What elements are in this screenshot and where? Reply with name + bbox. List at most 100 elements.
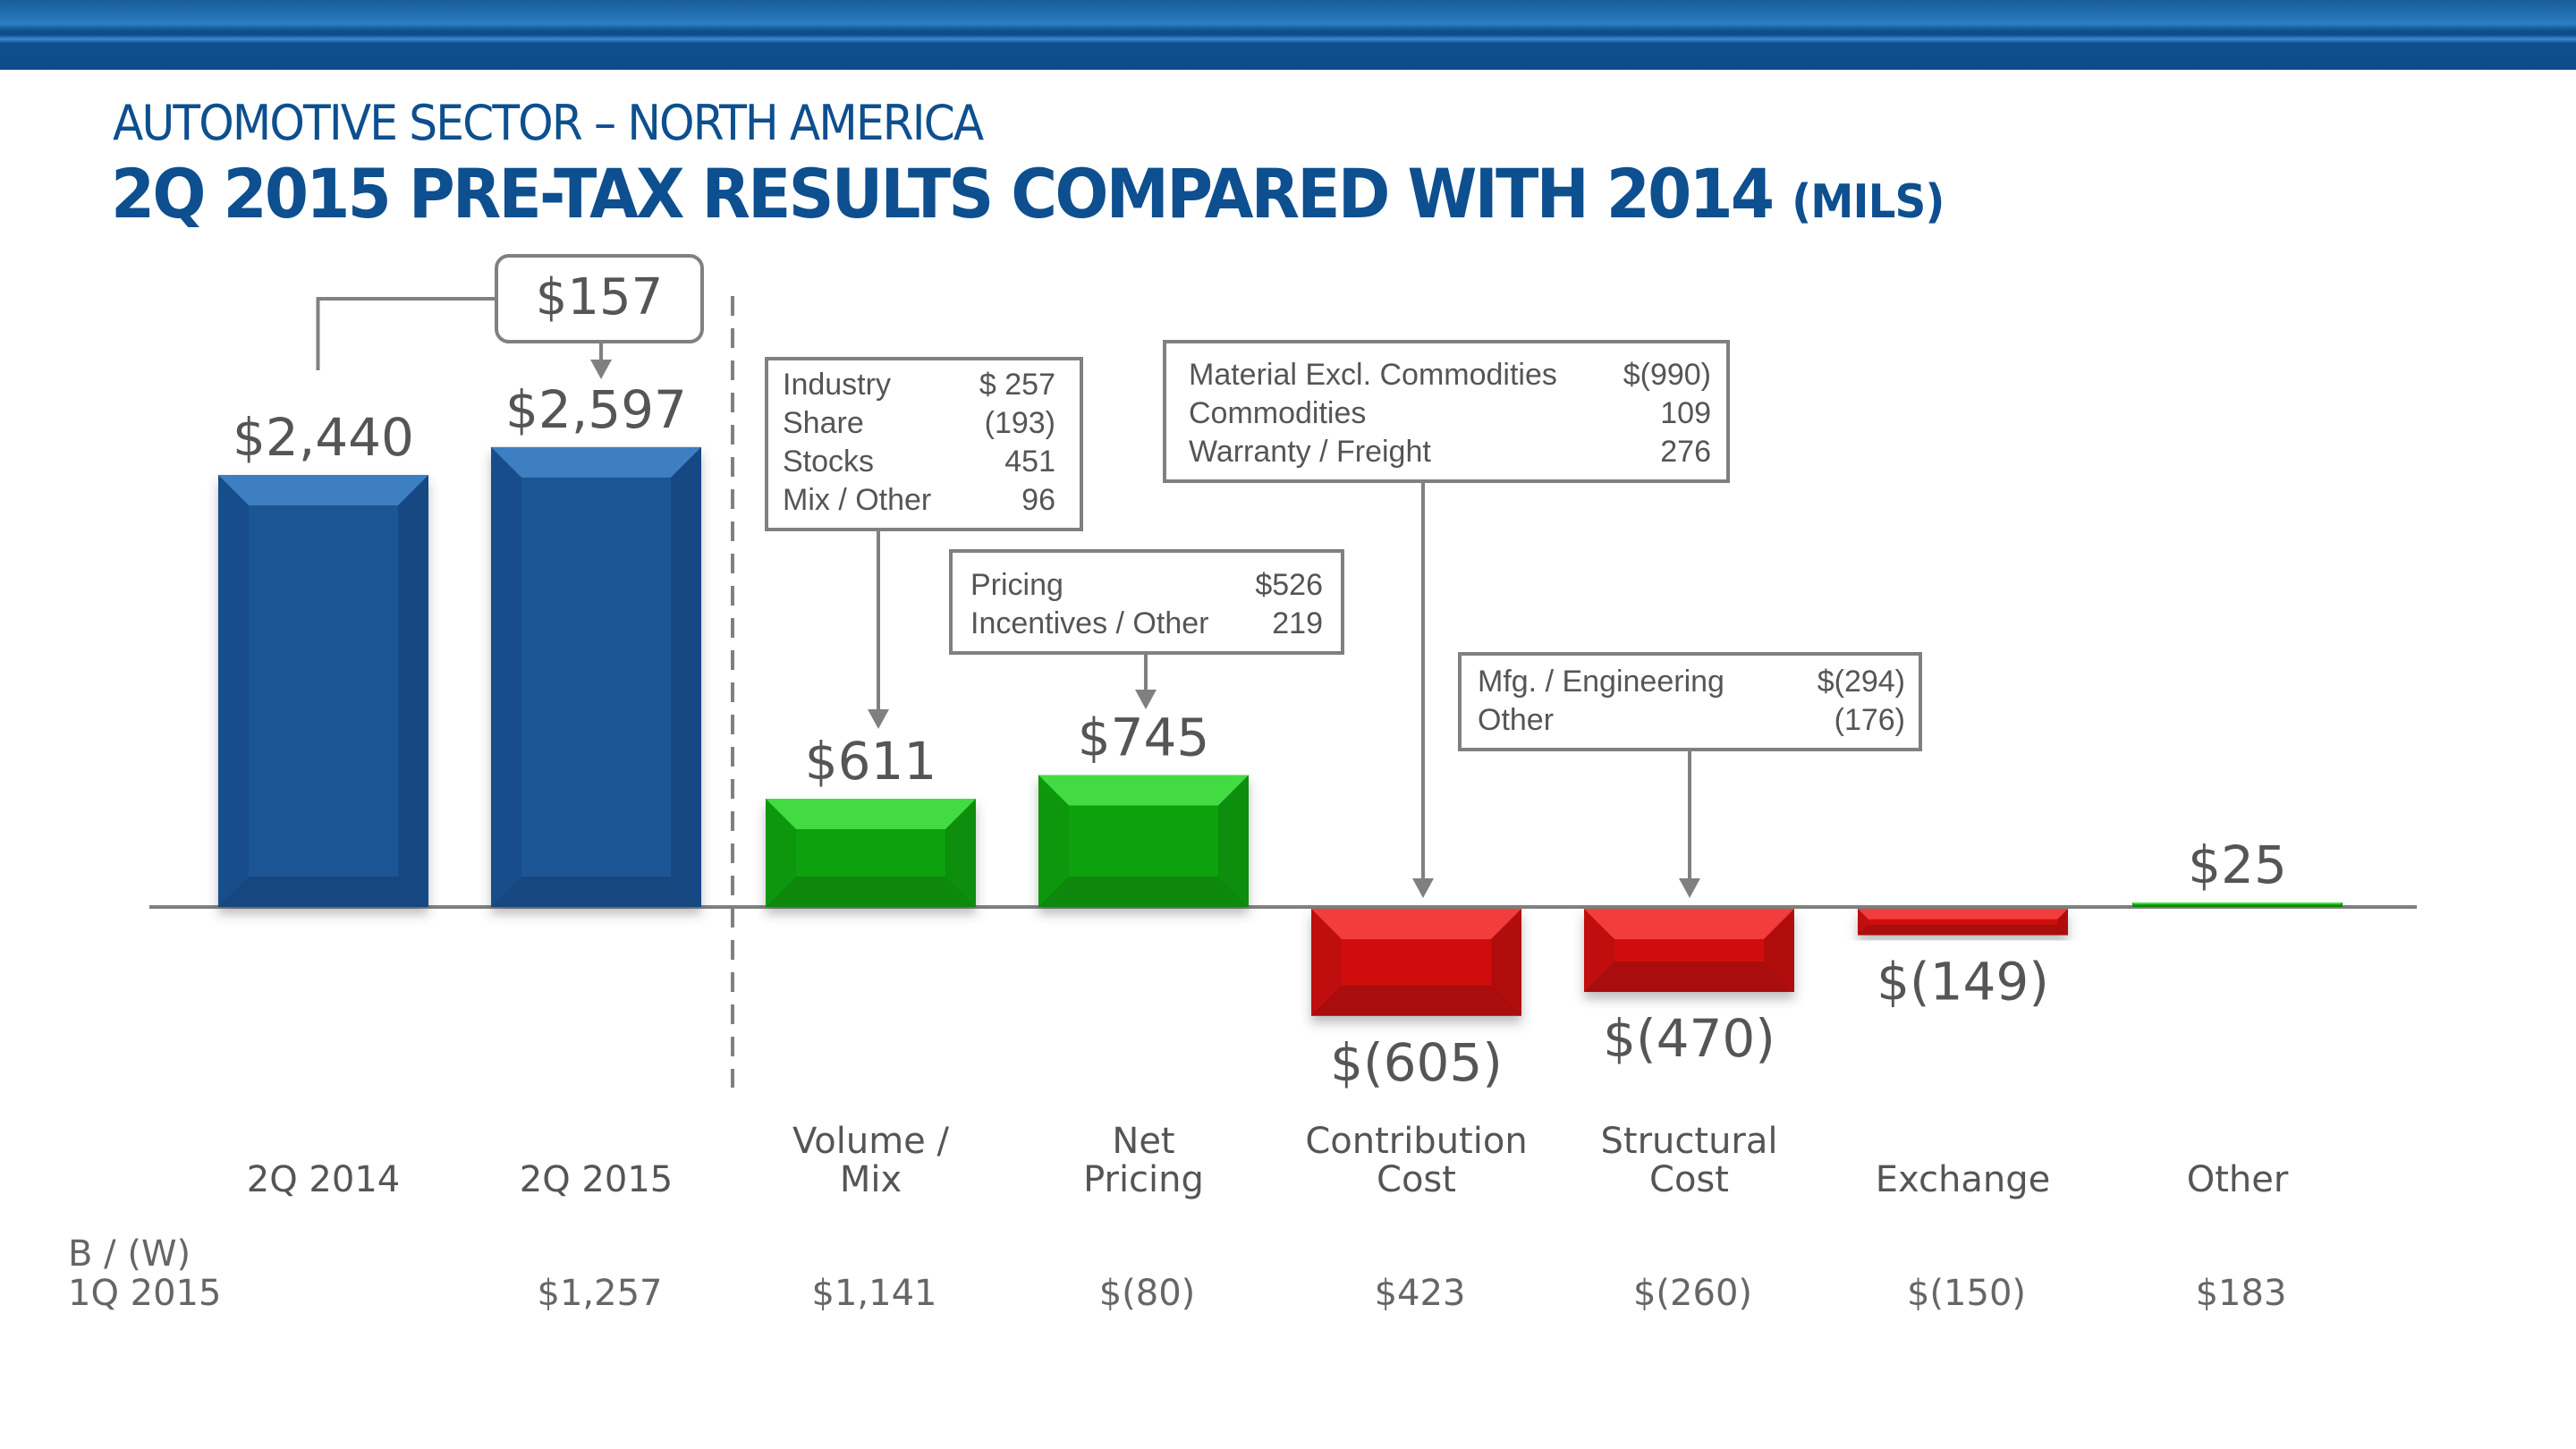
detail-box-structural-cost-row-label: Mfg. / Engineering bbox=[1478, 665, 1724, 699]
bar-other-bevel-right bbox=[2341, 902, 2343, 907]
detail-box-structural-cost: Mfg. / Engineering $(294) Other (176) bbox=[1458, 652, 1922, 898]
bar-2q-2015-bevel-left bbox=[491, 446, 521, 907]
delta-connector-line bbox=[316, 297, 496, 370]
category-label-contribution-cost-line-1: Contribution bbox=[1305, 1121, 1527, 1162]
detail-box-volume-mix-row-label: Mix / Other bbox=[783, 483, 931, 517]
bar-volume-mix-bevel-left bbox=[766, 799, 796, 907]
value-label-net-pricing: $745 bbox=[1078, 708, 1210, 768]
value-label-volume-mix: $611 bbox=[805, 731, 937, 792]
bar-other-bevel-left bbox=[2132, 902, 2134, 907]
category-label-structural-cost-line-2: Cost bbox=[1649, 1159, 1729, 1200]
category-label-exchange: Exchange bbox=[1876, 1159, 2050, 1200]
detail-box-structural-cost-frame bbox=[1458, 652, 1922, 751]
bar-2q-2015-bevel-top bbox=[491, 446, 701, 478]
bar-2q-2014-bevel-bottom bbox=[218, 877, 428, 907]
category-label-volume-mix-line-2: Mix bbox=[840, 1159, 902, 1200]
detail-box-volume-mix-arrow-head-icon bbox=[868, 709, 889, 729]
comparison-value-structural-cost: $(260) bbox=[1633, 1273, 1752, 1314]
value-label-contribution-cost: $(605) bbox=[1330, 1032, 1503, 1093]
bar-net-pricing-bevel-top bbox=[1038, 775, 1249, 806]
bar-2q-2014-bevel-right bbox=[398, 475, 428, 907]
bar-contribution-cost-bevel-bottom bbox=[1311, 985, 1521, 1016]
detail-box-structural-cost-arrow-head-icon bbox=[1679, 878, 1700, 898]
value-label-exchange: $(149) bbox=[1877, 951, 2049, 1012]
detail-box-structural-cost-row-label: Other bbox=[1478, 703, 1554, 737]
detail-box-volume-mix-row-value: 451 bbox=[1004, 445, 1055, 479]
bar-volume-mix bbox=[766, 799, 976, 907]
bars-layer bbox=[149, 296, 2417, 1088]
detail-box-contribution-cost-frame bbox=[1163, 340, 1730, 483]
detail-box-volume-mix-frame bbox=[765, 357, 1083, 531]
bar-2q-2015 bbox=[491, 446, 701, 907]
delta-box bbox=[495, 254, 704, 343]
bar-exchange-bevel-bottom bbox=[1858, 924, 2068, 936]
delta-value: $157 bbox=[536, 268, 664, 326]
detail-box-structural-cost-row-value: (176) bbox=[1835, 703, 1905, 737]
category-label-2q-2015: 2Q 2015 bbox=[520, 1159, 673, 1200]
value-label-2q-2015: $2,597 bbox=[505, 379, 687, 440]
value-label-2q-2014: $2,440 bbox=[233, 407, 414, 468]
bar-exchange-bevel-top bbox=[1858, 909, 2068, 919]
bar-net-pricing bbox=[1038, 775, 1249, 907]
bar-contribution-cost-bevel-left bbox=[1311, 909, 1342, 1016]
detail-box-net-pricing-frame bbox=[949, 549, 1344, 655]
bar-volume-mix-bevel-right bbox=[945, 799, 976, 907]
comparison-value-volume-mix: $1,141 bbox=[812, 1273, 937, 1314]
detail-box-volume-mix-row-label: Stocks bbox=[783, 445, 874, 479]
detail-box-net-pricing-row-label: Incentives / Other bbox=[970, 606, 1208, 640]
header-band bbox=[0, 0, 2576, 70]
bar-other bbox=[2132, 902, 2343, 907]
comparison-value-net-pricing: $(80) bbox=[1099, 1273, 1196, 1314]
bar-exchange-bevel-right bbox=[2057, 909, 2068, 936]
slide-subtitle: AUTOMOTIVE SECTOR – NORTH AMERICA bbox=[113, 95, 984, 151]
detail-boxes-layer: $157 Industry $ 257 Share (193) Stocks 451 Mix … bbox=[316, 254, 1922, 898]
bar-2q-2014-body bbox=[218, 475, 428, 907]
slide-title-text: 2Q 2015 PRE-TAX RESULTS COMPARED WITH 20… bbox=[111, 154, 1775, 233]
bar-2q-2014-bevel-top bbox=[218, 475, 428, 505]
detail-box-net-pricing-row-value: 219 bbox=[1272, 606, 1323, 640]
bar-contribution-cost-bevel-right bbox=[1491, 909, 1521, 1016]
detail-box-volume-mix: Industry $ 257 Share (193) Stocks 451 Mix / Ot… bbox=[765, 357, 1083, 729]
bar-exchange bbox=[1858, 909, 2068, 936]
category-label-contribution-cost-line-2: Cost bbox=[1377, 1159, 1456, 1200]
category-label-volume-mix-line-1: Volume / bbox=[792, 1121, 949, 1162]
bar-other-body bbox=[2132, 902, 2343, 907]
category-label-structural-cost-line-1: Structural bbox=[1601, 1121, 1778, 1162]
bar-structural-cost-bevel-right bbox=[1764, 909, 1794, 993]
detail-box-volume-mix-row-label: Share bbox=[783, 406, 864, 440]
value-label-other: $25 bbox=[2188, 835, 2287, 895]
comparison-row-header-line-2: 1Q 2015 bbox=[68, 1273, 221, 1314]
detail-box-structural-cost-row-value: $(294) bbox=[1818, 665, 1905, 699]
bar-contribution-cost-bevel-top bbox=[1311, 909, 1521, 939]
detail-box-volume-mix-row-value: 96 bbox=[1021, 483, 1055, 517]
category-label-2q-2014: 2Q 2014 bbox=[247, 1159, 400, 1200]
bar-structural-cost bbox=[1584, 909, 1794, 993]
bar-2q-2015-bevel-right bbox=[671, 446, 701, 907]
comparison-row-header-line-1: B / (W) bbox=[68, 1233, 191, 1275]
detail-box-net-pricing: Pricing $526 Incentives / Other 219 bbox=[949, 549, 1344, 709]
category-label-net-pricing-line-2: Pricing bbox=[1083, 1159, 1204, 1200]
detail-box-net-pricing-arrow-head-icon bbox=[1135, 690, 1157, 709]
bar-contribution-cost bbox=[1311, 909, 1521, 1016]
detail-box-contribution-cost-arrow-head-icon bbox=[1412, 878, 1434, 898]
labels-layer: $2,440 $2,597 $611 $745 $(605) $(470) $(149) $2… bbox=[68, 379, 2289, 1314]
delta-callout: $157 bbox=[316, 254, 704, 379]
bar-net-pricing-bevel-bottom bbox=[1038, 877, 1249, 907]
comparison-value-other: $183 bbox=[2196, 1273, 2287, 1314]
detail-box-contribution-cost: Material Excl. Commodities $(990) Commodit… bbox=[1163, 340, 1730, 898]
bar-structural-cost-bevel-bottom bbox=[1584, 962, 1794, 993]
bar-other-bevel-bottom bbox=[2132, 905, 2343, 907]
comparison-value-2q-2015: $1,257 bbox=[538, 1273, 663, 1314]
bar-exchange-bevel-left bbox=[1858, 909, 1868, 936]
category-label-other: Other bbox=[2187, 1159, 2289, 1200]
detail-box-net-pricing-row-label: Pricing bbox=[970, 568, 1063, 602]
bar-structural-cost-bevel-left bbox=[1584, 909, 1614, 993]
bar-2q-2015-body bbox=[491, 446, 701, 907]
bar-structural-cost-bevel-top bbox=[1584, 909, 1794, 939]
bar-2q-2014-bevel-left bbox=[218, 475, 249, 907]
category-label-net-pricing-line-1: Net bbox=[1112, 1121, 1174, 1162]
bar-net-pricing-bevel-right bbox=[1218, 775, 1249, 907]
detail-box-volume-mix-row-value: (193) bbox=[985, 406, 1055, 440]
detail-box-contribution-cost-row-label: Warranty / Freight bbox=[1189, 435, 1431, 469]
